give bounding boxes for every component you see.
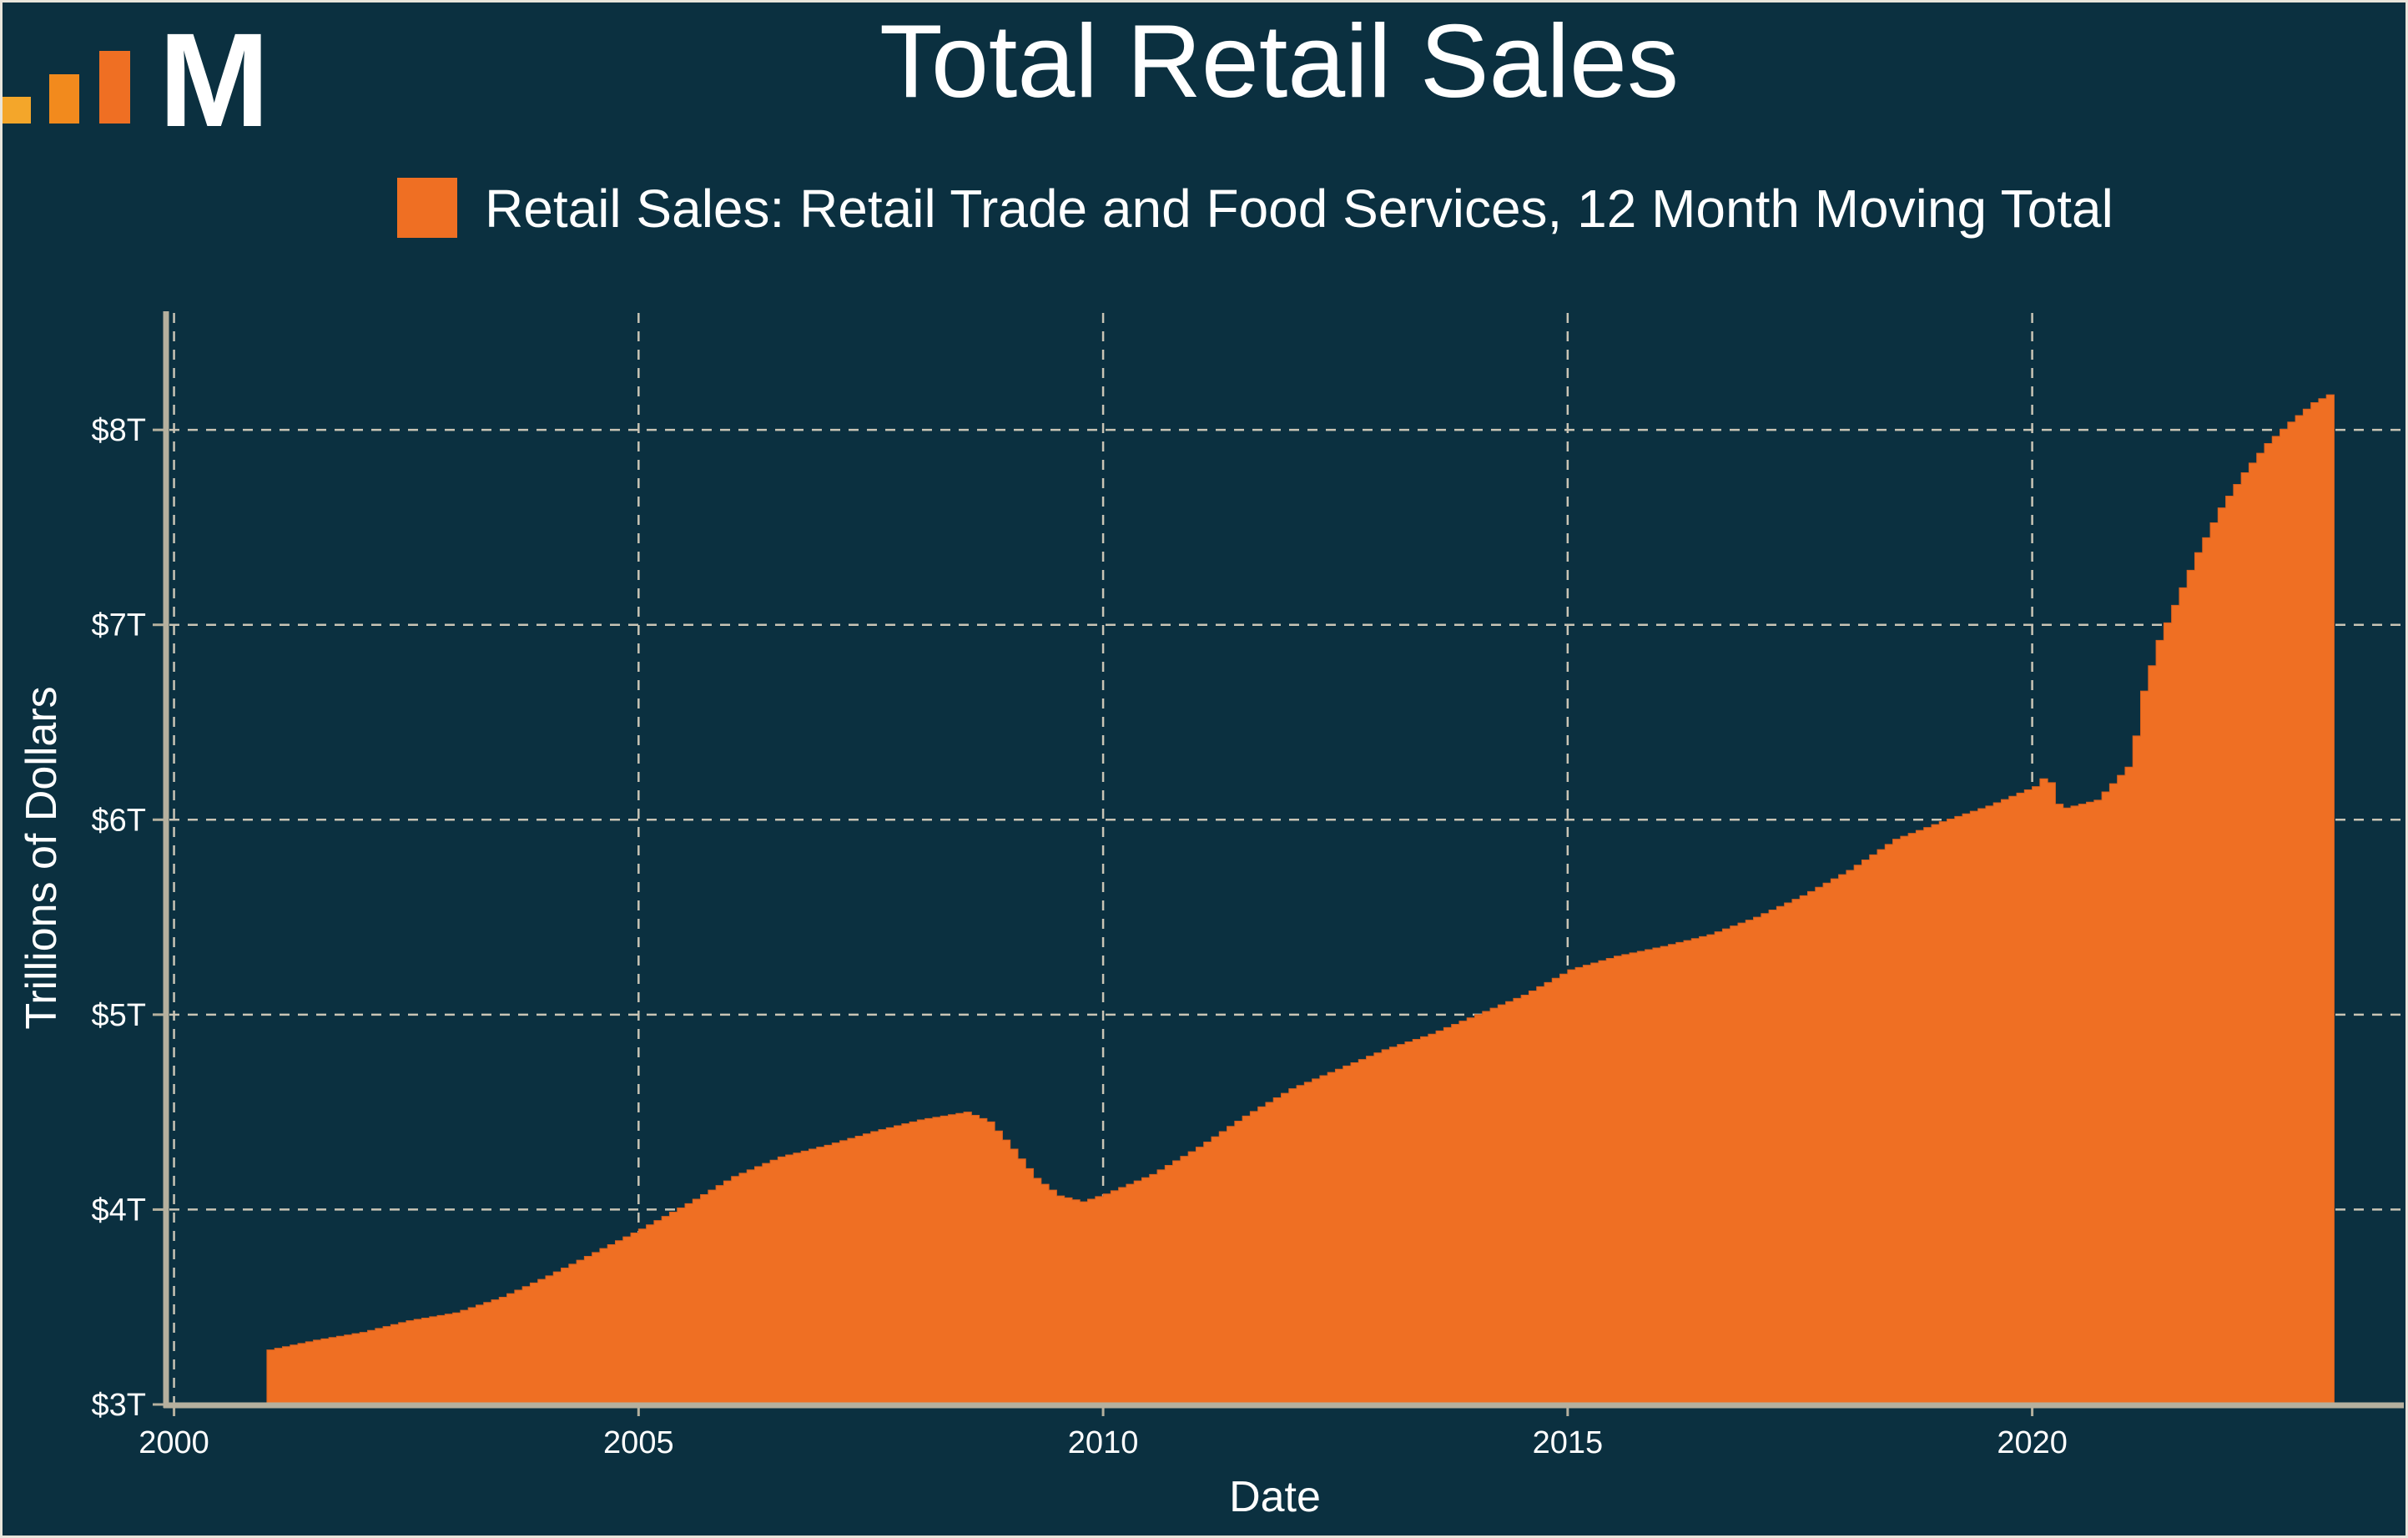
x-tick-labels: 2000 2005 2010 2015 2020: [139, 1405, 2068, 1460]
x-axis-title: Date: [1229, 1473, 1321, 1521]
y-tick-label: $8T: [92, 413, 146, 448]
retail-sales-chart: M Total Retail Sales Retail Sales: Retai…: [3, 4, 2404, 1521]
x-tick-label: 2000: [139, 1425, 209, 1460]
logo-bar-1: [3, 97, 31, 124]
y-tick-label: $6T: [92, 803, 146, 838]
x-tick-label: 2020: [1997, 1425, 2068, 1460]
chart-title: Total Retail Sales: [879, 4, 1679, 119]
logo: M: [3, 5, 270, 154]
y-tick-label: $3T: [92, 1388, 146, 1423]
x-tick-label: 2010: [1068, 1425, 1139, 1460]
legend: Retail Sales: Retail Trade and Food Serv…: [397, 178, 2113, 239]
y-tick-labels: $3T $4T $5T $6T $7T $8T: [92, 413, 166, 1423]
legend-swatch: [397, 178, 457, 238]
logo-bar-2: [49, 74, 79, 124]
y-axis-title: Trillions of Dollars: [18, 686, 66, 1029]
legend-label: Retail Sales: Retail Trade and Food Serv…: [485, 179, 2113, 239]
retail-sales-area: [266, 394, 2335, 1405]
axes: [163, 311, 2404, 1409]
x-tick-label: 2005: [603, 1425, 674, 1460]
y-tick-label: $5T: [92, 998, 146, 1033]
logo-bar-3: [99, 51, 130, 124]
x-tick-label: 2015: [1533, 1425, 1604, 1460]
y-tick-label: $7T: [92, 608, 146, 643]
logo-letter: M: [159, 5, 270, 154]
data-area: [266, 394, 2335, 1405]
y-tick-label: $4T: [92, 1193, 146, 1228]
